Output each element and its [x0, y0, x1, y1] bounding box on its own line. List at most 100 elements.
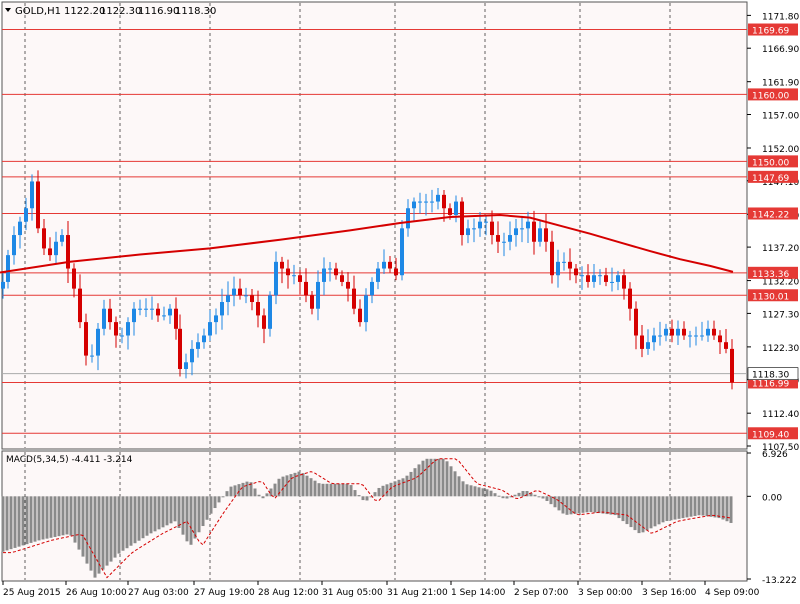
macd-bar [229, 486, 233, 497]
candle-body [478, 221, 482, 229]
macd-bar [637, 496, 641, 534]
y-tick-label: 1127.30 [762, 310, 799, 320]
candle-body [126, 322, 130, 336]
candle-body [340, 275, 344, 282]
macd-bar [13, 496, 17, 548]
level-label-bg [748, 23, 798, 36]
candle-body [562, 261, 566, 263]
macd-bar [693, 496, 697, 516]
x-tick-label: 31 Aug 05:00 [322, 588, 383, 598]
candle-body [208, 322, 212, 336]
macd-bar [301, 473, 305, 497]
macd-bar [41, 496, 45, 540]
candle-body [196, 342, 200, 349]
macd-bar [221, 496, 225, 498]
candle-body [568, 261, 572, 269]
candle-body [508, 235, 512, 242]
candle-body [274, 261, 278, 296]
macd-bar [609, 496, 613, 515]
candle-body [682, 328, 686, 336]
macd-bar [409, 471, 413, 497]
candle-body [484, 221, 488, 223]
macd-bar [505, 496, 509, 499]
macd-bar [9, 496, 13, 550]
ma-line [0, 213, 734, 274]
macd-bar [725, 496, 729, 522]
macd-bar [405, 475, 409, 497]
macd-bar [345, 483, 349, 497]
candle-body [120, 335, 124, 337]
horizontal-levels[interactable] [2, 29, 747, 434]
macd-bar [233, 485, 237, 497]
candle-body [490, 221, 494, 236]
macd-bar [581, 496, 585, 513]
candle-body [544, 228, 548, 242]
macd-bar [205, 496, 209, 520]
candle-body [586, 275, 590, 282]
macd-bar [705, 496, 709, 517]
x-tick-label: 26 Aug 10:00 [66, 588, 127, 598]
candle-body [168, 308, 172, 316]
macd-bar [673, 496, 677, 520]
candle-body [616, 275, 620, 282]
candle-body [730, 348, 734, 383]
macd-bar [293, 472, 297, 497]
level-label-bg [748, 207, 798, 220]
macd-bar [649, 496, 653, 529]
macd-bar [281, 476, 285, 497]
macd-bar [629, 496, 633, 528]
x-tick-label: 31 Aug 21:00 [387, 588, 448, 598]
level-label: 1150.00 [752, 158, 789, 168]
macd-bar [493, 493, 497, 497]
candle-body [532, 221, 536, 242]
candle-body [184, 362, 188, 369]
macd-bar [537, 496, 541, 498]
macd-bar [285, 475, 289, 497]
candle-body [418, 201, 422, 203]
macd-bar [313, 480, 317, 497]
macd-bar [297, 471, 301, 497]
macd-bar [37, 496, 41, 541]
y-tick-label: 1157.00 [762, 112, 799, 122]
candle-body [1, 281, 5, 289]
macd-bar [277, 478, 281, 497]
candle-body [652, 335, 656, 343]
candle-body [286, 268, 290, 276]
macd-bar [481, 488, 485, 497]
macd-bar [417, 464, 421, 497]
macd-bar [533, 494, 537, 497]
macd-bar [397, 479, 401, 497]
macd-bar [17, 496, 21, 547]
chevron-down-icon[interactable] [5, 8, 11, 12]
candle-body [700, 335, 704, 337]
macd-bar [309, 478, 313, 497]
y-tick-label: 1132.20 [762, 278, 799, 288]
candle-body [634, 308, 638, 336]
macd-bar [173, 496, 177, 522]
macd-bar [329, 483, 333, 497]
ohlc-low: 1116.90 [138, 6, 179, 17]
candle-body [96, 328, 100, 356]
macd-bar [585, 496, 589, 513]
candle-body [664, 328, 668, 336]
macd-bar [129, 496, 133, 546]
candle-body [454, 201, 458, 215]
macd-bar [57, 496, 61, 537]
candle-body [460, 201, 464, 236]
candle-body [144, 308, 148, 310]
macd-bar [517, 492, 521, 497]
macd-bar [721, 496, 725, 520]
macd-bar [509, 496, 513, 498]
candle-body [280, 261, 284, 269]
macd-bar [117, 496, 121, 554]
macd-bar [245, 481, 249, 497]
macd-bar [557, 496, 561, 511]
main-plot-area [1, 1, 748, 450]
macd-y-tick-label: -13.222 [762, 576, 797, 586]
vertical-grid [24, 3, 671, 580]
macd-bar [157, 496, 161, 530]
macd-bar [641, 496, 645, 533]
candle-body [466, 228, 470, 236]
